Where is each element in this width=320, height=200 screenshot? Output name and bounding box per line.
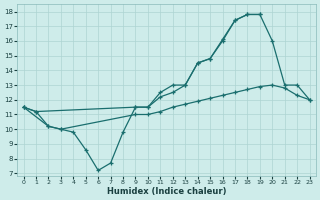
X-axis label: Humidex (Indice chaleur): Humidex (Indice chaleur) bbox=[107, 187, 226, 196]
